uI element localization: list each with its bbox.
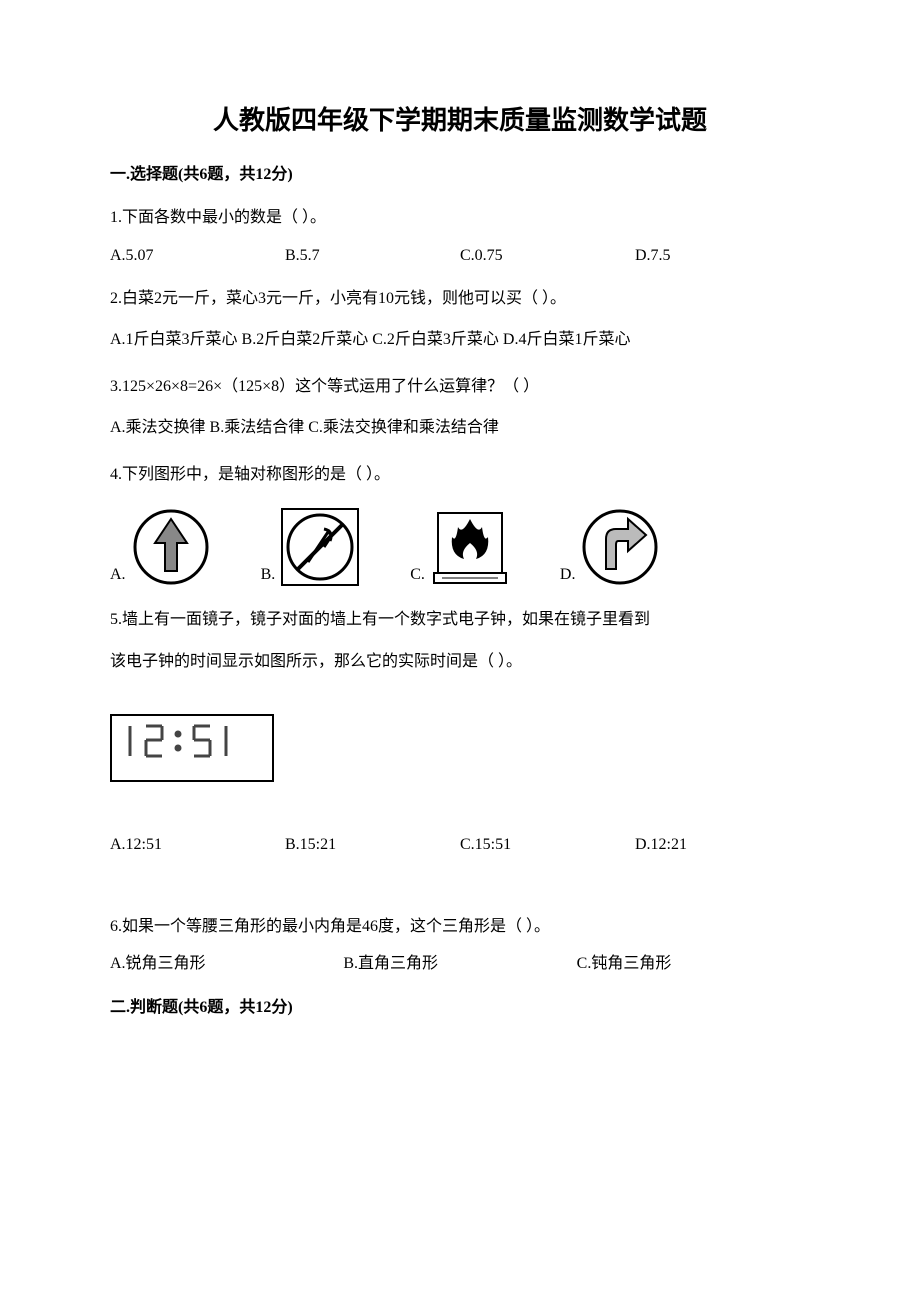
question-1-text: 1.下面各数中最小的数是（ ）。 [110,205,810,231]
question-4: 4.下列图形中，是轴对称图形的是（ ）。 A. B. [110,462,810,588]
q6-option-c: C.钝角三角形 [577,951,810,977]
q4-option-c-label: C. [410,562,425,588]
question-1-options: A.5.07 B.5.7 C.0.75 D.7.5 [110,243,810,269]
no-digging-icon [280,507,360,587]
question-3-options: A.乘法交换律 B.乘法结合律 C.乘法交换律和乘法结合律 [110,412,810,444]
section-2-header: 二.判断题(共6题，共12分) [110,995,810,1021]
turn-right-circle-icon [580,507,660,587]
q4-option-b: B. [261,507,361,587]
question-5-options: A.12:51 B.15:21 C.15:51 D.12:21 [110,832,810,858]
question-2: 2.白菜2元一斤，菜心3元一斤，小亮有10元钱，则他可以买（ ）。 A.1斤白菜… [110,286,810,356]
q4-option-a: A. [110,507,211,587]
q4-option-c: C. [410,507,510,587]
q4-option-d: D. [560,507,661,587]
q5-option-c: C.15:51 [460,832,635,858]
question-6-text: 6.如果一个等腰三角形的最小内角是46度，这个三角形是（ ）。 [110,914,810,940]
q1-option-b: B.5.7 [285,243,460,269]
fire-icon [430,507,510,587]
q6-option-a: A.锐角三角形 [110,951,343,977]
question-5-text-line1: 5.墙上有一面镜子，镜子对面的墙上有一个数字式电子钟，如果在镜子里看到 [110,607,810,633]
question-4-text: 4.下列图形中，是轴对称图形的是（ ）。 [110,462,810,488]
question-5-text-line2: 该电子钟的时间显示如图所示，那么它的实际时间是（ ）。 [110,649,810,675]
q4-option-a-label: A. [110,562,126,588]
question-3-text: 3.125×26×8=26×（125×8）这个等式运用了什么运算律？（ ） [110,374,810,400]
q1-option-c: C.0.75 [460,243,635,269]
q6-option-b: B.直角三角形 [343,951,576,977]
question-3: 3.125×26×8=26×（125×8）这个等式运用了什么运算律？（ ） A.… [110,374,810,444]
question-4-options: A. B. C. [110,507,810,587]
clock-display [110,714,274,782]
question-1: 1.下面各数中最小的数是（ ）。 A.5.07 B.5.7 C.0.75 D.7… [110,205,810,268]
q5-option-a: A.12:51 [110,832,285,858]
question-6-options: A.锐角三角形 B.直角三角形 C.钝角三角形 [110,951,810,977]
question-2-options: A.1斤白菜3斤菜心 B.2斤白菜2斤菜心 C.2斤白菜3斤菜心 D.4斤白菜1… [110,324,810,356]
q1-option-a: A.5.07 [110,243,285,269]
page-title: 人教版四年级下学期期末质量监测数学试题 [110,100,810,142]
q4-option-d-label: D. [560,562,576,588]
q5-option-d: D.12:21 [635,832,810,858]
section-1-header: 一.选择题(共6题，共12分) [110,162,810,188]
q4-option-b-label: B. [261,562,276,588]
question-5: 5.墙上有一面镜子，镜子对面的墙上有一个数字式电子钟，如果在镜子里看到 该电子钟… [110,607,810,857]
q1-option-d: D.7.5 [635,243,810,269]
question-2-text: 2.白菜2元一斤，菜心3元一斤，小亮有10元钱，则他可以买（ ）。 [110,286,810,312]
question-6: 6.如果一个等腰三角形的最小内角是46度，这个三角形是（ ）。 A.锐角三角形 … [110,914,810,977]
arrow-up-circle-icon [131,507,211,587]
clock-display-icon [110,694,810,812]
q5-option-b: B.15:21 [285,832,460,858]
